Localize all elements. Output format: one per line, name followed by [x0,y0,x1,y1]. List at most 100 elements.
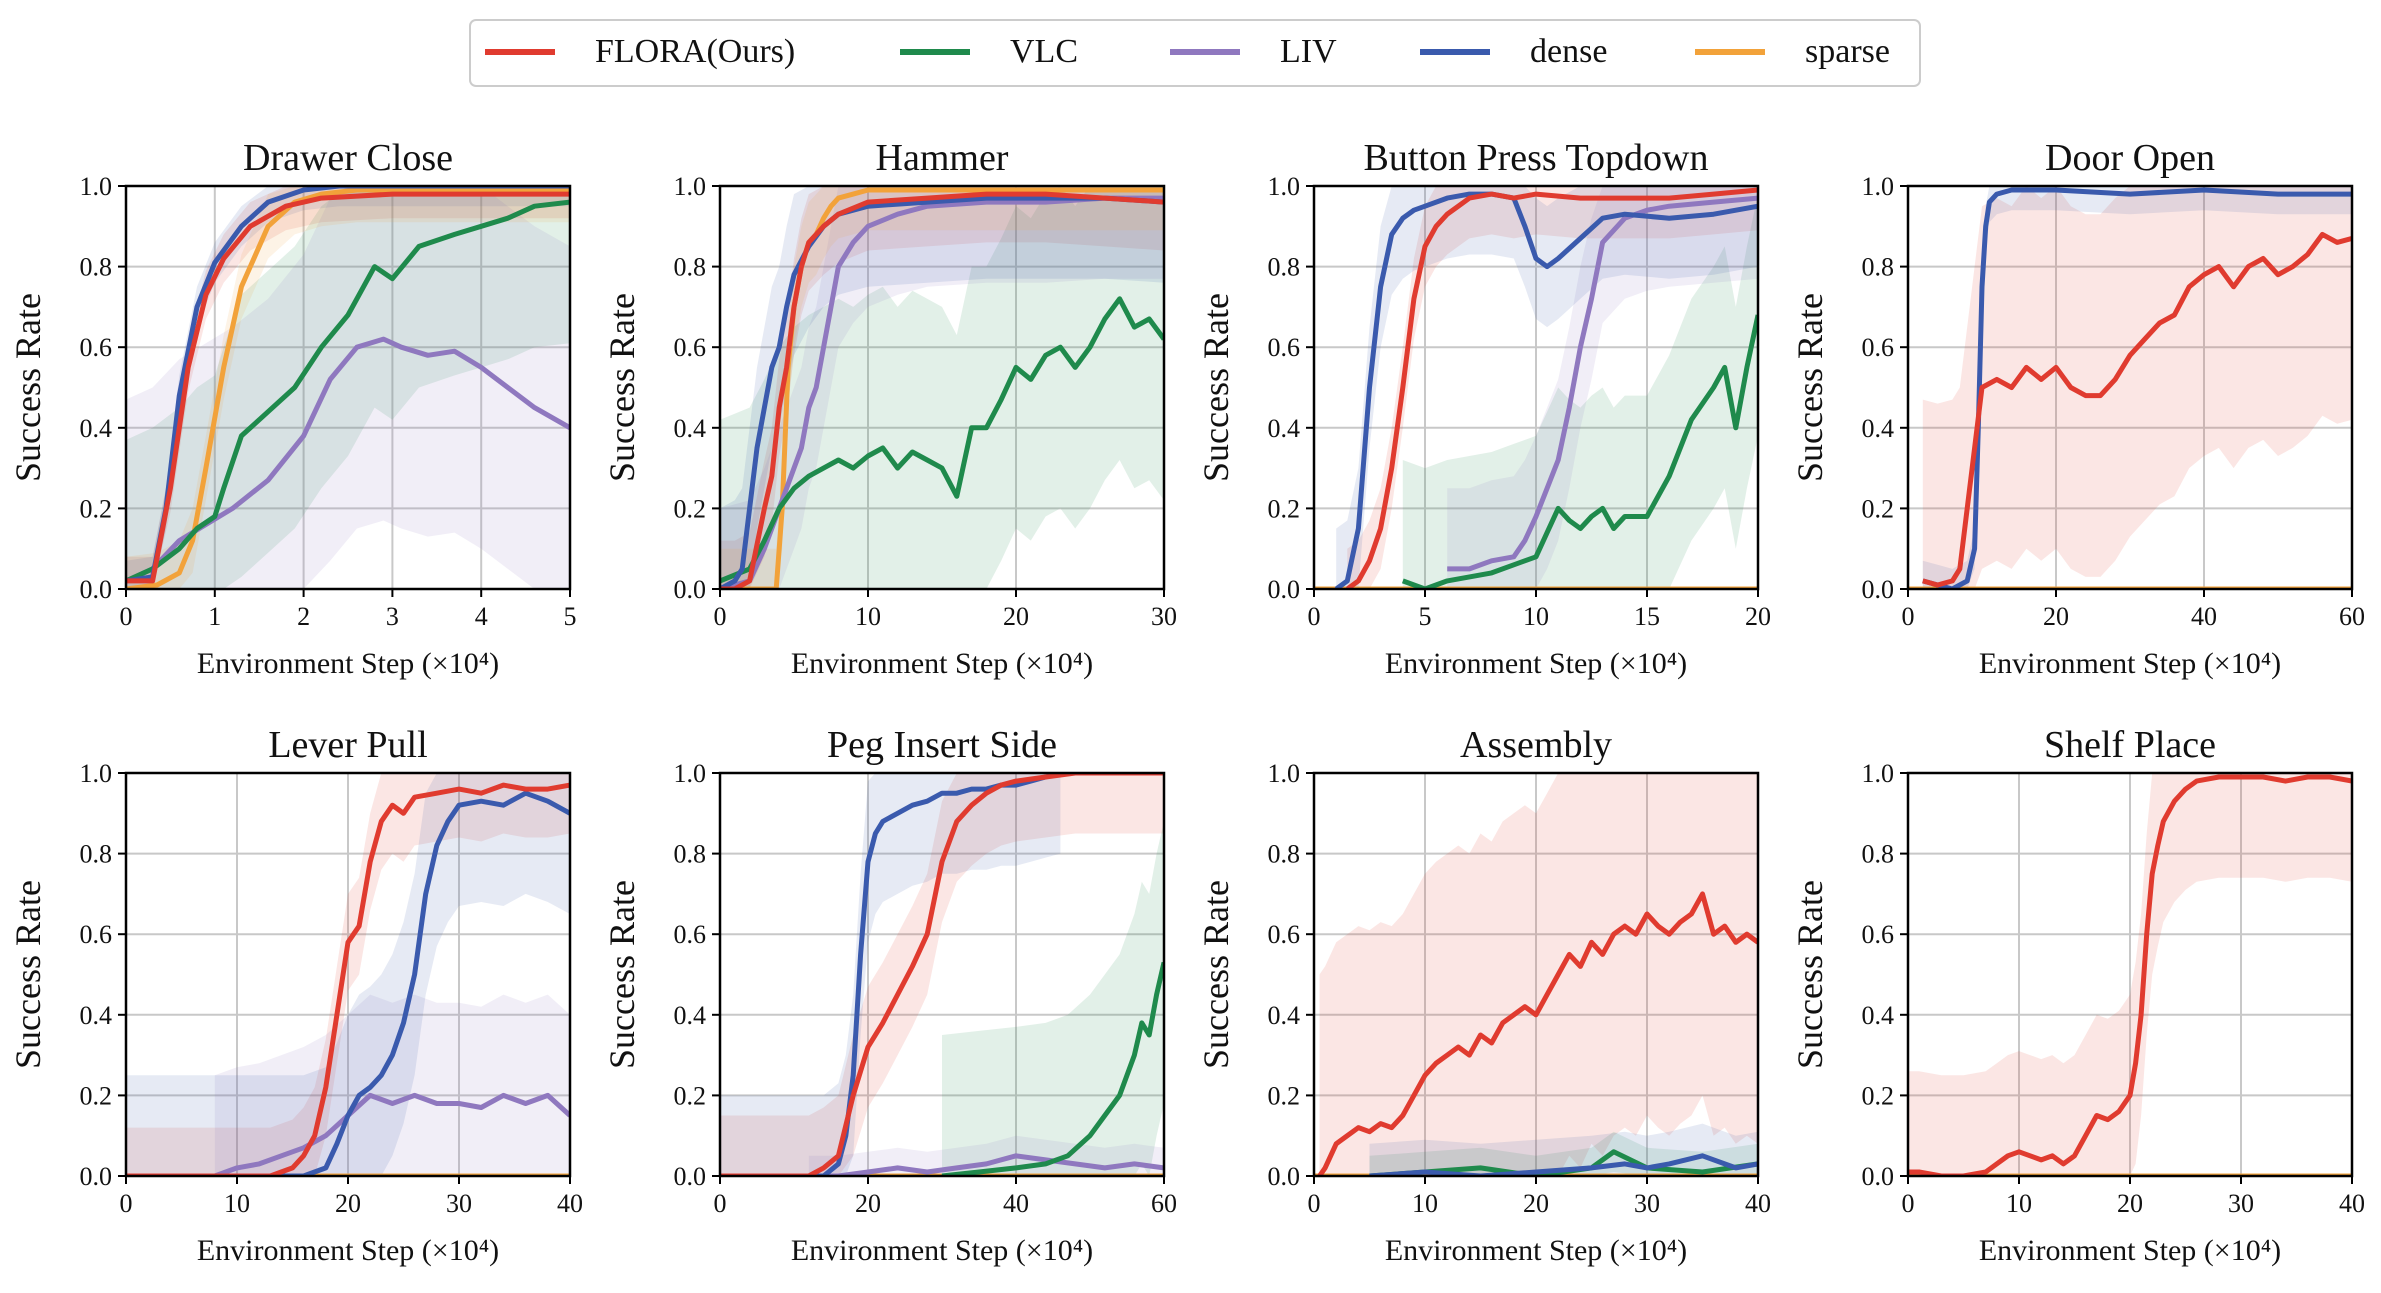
chart-peg-insert-side: 0 20 40 60 0.0 0.2 0.4 0.6 0.8 1.0 Peg Insert Side… [602,724,1177,1267]
y-axis-label: Success Rate [8,293,48,482]
x-tick-label: 0 [120,602,133,631]
x-axis-label: Environment Step (×10⁴) [197,1234,499,1267]
y-tick-label: 0.6 [1862,333,1895,362]
y-tick-label: 0.8 [674,840,707,869]
chart-door-open: 0 20 40 60 0.0 0.2 0.4 0.6 0.8 1.0 Door Open Enviro… [1790,137,2365,680]
y-tick-label: 0.8 [1268,840,1301,869]
chart-drawer-close: 0 1 2 3 4 5 0.0 0.2 0.4 0.6 0.8 1.0 Drawer Close Envi… [8,137,577,680]
series-line-dense [1922,187,2352,589]
x-tick-label: 60 [2339,602,2365,631]
y-axis-label: Success Rate [602,293,642,482]
band-flora-ours [720,773,1164,1176]
y-tick-label: 0.4 [674,414,707,443]
x-tick-label: 40 [1745,1189,1771,1218]
chart-title: Door Open [2045,137,2215,179]
y-tick-label: 0.0 [674,575,707,604]
x-tick-label: 40 [2339,1189,2365,1218]
y-tick-label: 0.2 [674,494,707,523]
y-tick-label: 0.6 [1268,920,1301,949]
series-line-flora-ours [1345,187,1758,589]
series-line-dense [126,790,570,1176]
plot-area [126,186,570,589]
plot-frame [124,184,572,591]
x-tick-label: 30 [446,1189,472,1218]
chart-assembly: 0 10 20 30 40 0.0 0.2 0.4 0.6 0.8 1.0 Assembly Envir… [1196,724,1771,1267]
x-tick-label: 30 [1634,1189,1660,1218]
band-liv [1447,186,1758,589]
band-flora-ours [126,773,570,1176]
x-tick-label: 0 [714,602,727,631]
chart-title: Lever Pull [268,724,427,766]
chart-title: Hammer [876,137,1009,179]
y-axis-label: Success Rate [1196,880,1236,1069]
band-flora-ours [1347,186,1758,589]
y-axis-label: Success Rate [8,880,48,1069]
x-axis-label: Environment Step (×10⁴) [1385,1234,1687,1267]
x-tick-label: 20 [335,1189,361,1218]
x-tick-label: 5 [564,602,577,631]
plot-area [1314,186,1758,589]
plot-area [1908,186,2352,589]
x-tick-label: 2 [297,602,310,631]
y-axis-label: Success Rate [1196,293,1236,482]
x-tick-label: 40 [2191,602,2217,631]
x-tick-label: 40 [1003,1189,1029,1218]
x-tick-label: 20 [2043,602,2069,631]
y-tick-label: 0.6 [1268,333,1301,362]
y-tick-label: 0.0 [1268,1162,1301,1191]
y-tick-label: 0.0 [80,575,113,604]
band-liv [214,994,570,1176]
series-line-dense [1369,1153,1758,1176]
chart-title: Peg Insert Side [827,724,1057,766]
x-tick-label: 20 [1745,602,1771,631]
x-tick-label: 0 [120,1189,133,1218]
x-tick-label: 60 [1151,1189,1177,1218]
x-axis-label: Environment Step (×10⁴) [1979,1234,2281,1267]
x-tick-label: 10 [1523,602,1549,631]
band-dense [720,773,1061,1176]
x-tick-label: 0 [1308,602,1321,631]
band-vlc [720,186,1164,589]
y-tick-label: 0.8 [1862,840,1895,869]
legend: FLORA(Ours) VLC LIV dense sparse [469,19,1921,87]
y-tick-label: 0.0 [1862,575,1895,604]
series-line-vlc [720,296,1164,584]
x-tick-label: 0 [1902,602,1915,631]
y-tick-label: 1.0 [80,172,113,201]
plot-area [126,773,570,1176]
band-sparse [126,186,570,589]
band-liv [126,186,570,589]
series-line-liv [808,1153,1164,1176]
y-tick-label: 0.2 [1268,494,1301,523]
y-axis-label: Success Rate [1790,880,1830,1069]
y-tick-label: 0.4 [1862,414,1895,443]
y-tick-label: 0.4 [80,1001,113,1030]
y-tick-label: 1.0 [80,759,113,788]
band-flora-ours [1319,773,1758,1176]
y-tick-label: 0.6 [674,920,707,949]
legend-label-liv: LIV [1280,33,1337,70]
chart-title: Shelf Place [2044,724,2216,766]
series-line-vlc [1401,314,1758,589]
x-tick-label: 30 [1151,602,1177,631]
chart-title: Button Press Topdown [1363,137,1708,179]
chart-hammer: 0 10 20 30 0.0 0.2 0.4 0.6 0.8 1.0 Hammer Environme… [602,137,1177,680]
legend-label-dense: dense [1530,33,1607,70]
y-tick-label: 0.0 [80,1162,113,1191]
y-tick-label: 1.0 [674,759,707,788]
y-tick-label: 0.2 [80,494,113,523]
plot-area [1314,773,1758,1176]
x-tick-label: 20 [2117,1189,2143,1218]
chart-title: Assembly [1460,724,1612,766]
x-tick-label: 4 [475,602,488,631]
y-tick-label: 0.8 [674,253,707,282]
x-tick-label: 15 [1634,602,1660,631]
band-flora-ours [1908,773,2352,1176]
plot-frame [718,184,1166,591]
y-tick-label: 0.4 [80,414,113,443]
x-tick-label: 20 [1523,1189,1549,1218]
x-axis-label: Environment Step (×10⁴) [1979,647,2281,680]
series-line-flora-ours [126,191,570,584]
series-line-sparse [126,187,570,589]
